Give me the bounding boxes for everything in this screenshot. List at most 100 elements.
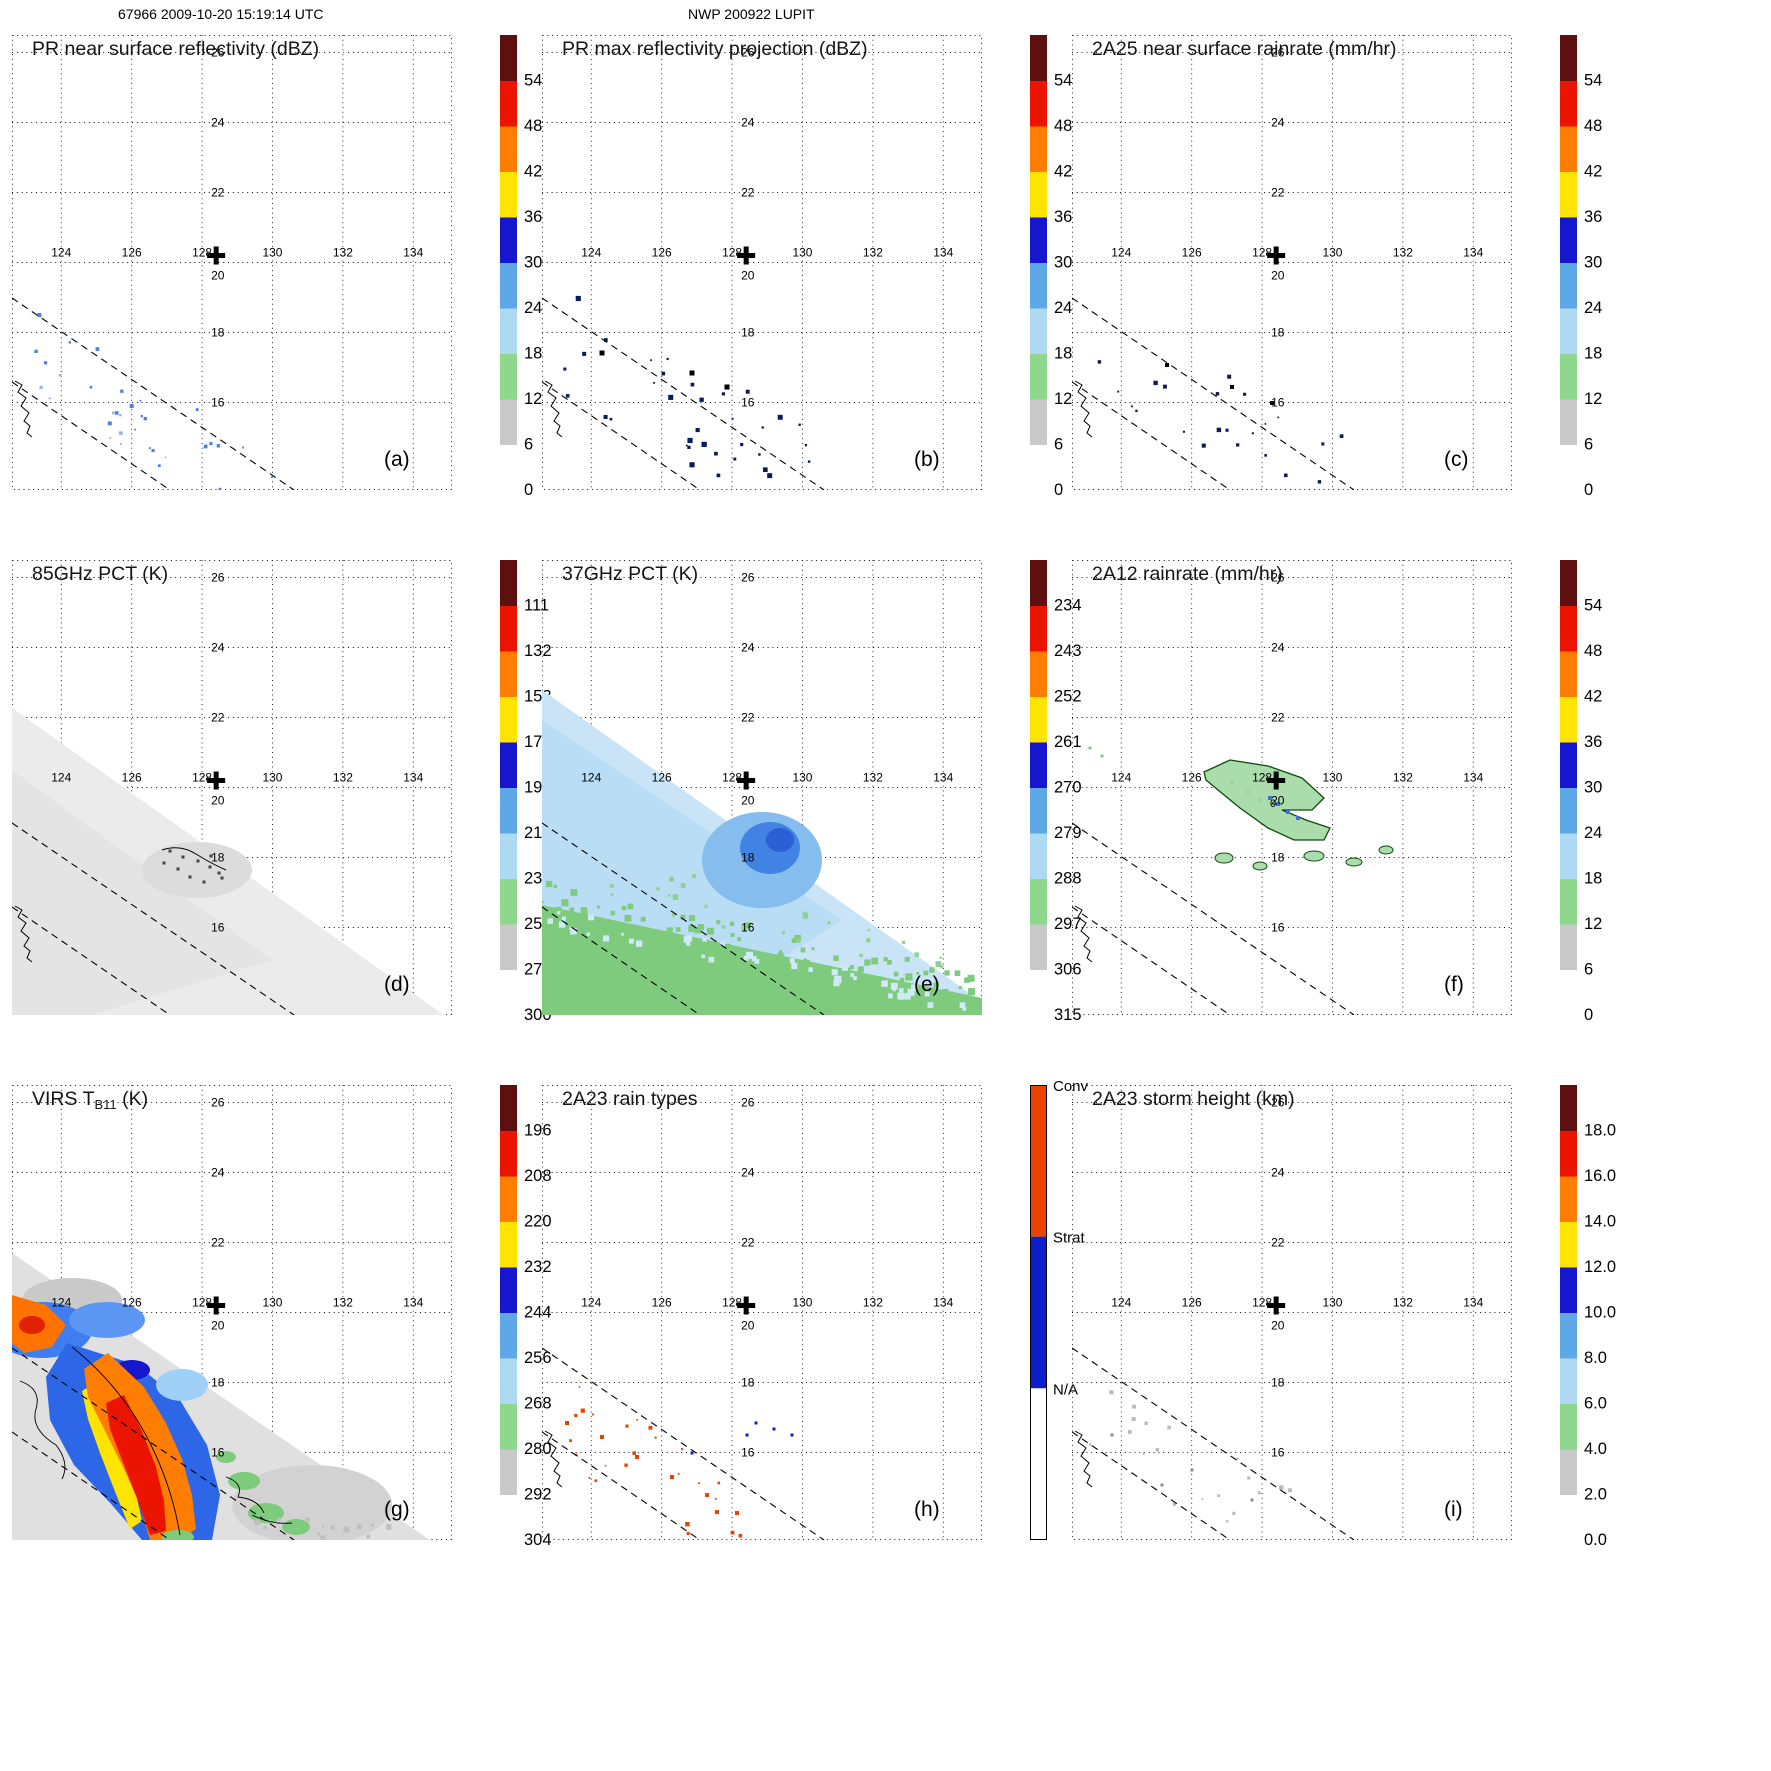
panel-letter-i: (i) (1444, 1498, 1463, 1521)
panel-a: 124 126 128 130 132 134 26 24 22 20 18 16 PR near su… (12, 35, 542, 510)
colorbar-label: 315 (1054, 1006, 1082, 1024)
colorbar-label: 252 (1054, 688, 1082, 706)
svg-text:16: 16 (741, 921, 755, 935)
colorbar-label: 196 (524, 1122, 552, 1140)
header-storm-name: NWP 200922 LUPIT (688, 6, 815, 22)
svg-text:20: 20 (1271, 269, 1285, 283)
panel-letter-h: (h) (914, 1498, 940, 1521)
svg-text:22: 22 (741, 186, 755, 200)
panel-title-h: 2A23 rain types (562, 1088, 698, 1110)
svg-text:22: 22 (211, 711, 225, 725)
colorbar-label: 30 (1584, 254, 1602, 272)
panel-letter-b: (b) (914, 448, 940, 471)
svg-text:126: 126 (652, 1296, 672, 1310)
svg-text:20: 20 (741, 269, 755, 283)
data-layer-f: 0 (1074, 746, 1394, 963)
svg-text:132: 132 (1393, 1296, 1413, 1310)
storm-center-cross (737, 1296, 756, 1315)
svg-text:130: 130 (1322, 1296, 1342, 1310)
panel-h: 124 126 128 130 132 134 26 24 22 20 18 16 2A23 rain … (542, 1078, 1089, 1560)
colorbar-label: 268 (524, 1395, 552, 1413)
colorbar-label: 304 (524, 1531, 552, 1549)
svg-text:126: 126 (122, 771, 142, 785)
colorbar-label: 0 (524, 481, 533, 499)
svg-text:126: 126 (652, 771, 672, 785)
svg-text:126: 126 (1182, 771, 1202, 785)
svg-text:16: 16 (211, 1446, 225, 1460)
svg-text:20: 20 (741, 794, 755, 808)
colorbar-label: 14.0 (1584, 1213, 1616, 1231)
svg-text:124: 124 (1111, 246, 1131, 260)
svg-text:18: 18 (1271, 851, 1285, 865)
svg-text:124: 124 (1111, 1296, 1131, 1310)
panel-title-b: PR max reflectivity projection (dBZ) (562, 38, 868, 60)
colorbar-label: 36 (1584, 208, 1602, 226)
svg-text:134: 134 (933, 771, 953, 785)
colorbar-label: 8.0 (1584, 1349, 1607, 1367)
panel-letter-c: (c) (1444, 448, 1469, 471)
svg-text:18: 18 (1271, 326, 1285, 340)
svg-text:22: 22 (211, 186, 225, 200)
colorbar-label: 111 (524, 597, 549, 615)
svg-text:20: 20 (211, 269, 225, 283)
data-layer-d (12, 708, 444, 1015)
svg-text:18: 18 (741, 326, 755, 340)
panel-c: 124 126 128 130 132 134 26 24 22 20 18 16 2A25 near … (1072, 35, 1602, 510)
svg-text:24: 24 (741, 1166, 755, 1180)
storm-center-cross (737, 771, 756, 790)
panel-g: 124 126 128 130 132 134 26 24 22 20 18 16 VIRS TB11 … (12, 1085, 552, 1560)
svg-text:24: 24 (741, 116, 755, 130)
data-layer-g (12, 1253, 430, 1540)
svg-text:134: 134 (403, 1296, 423, 1310)
colorbar-label: 54 (1584, 597, 1602, 615)
colorbar-label: 48 (1584, 117, 1602, 135)
colorbar-label: 12 (1054, 390, 1072, 408)
panel-title-g: VIRS TB11 (K) (32, 1088, 148, 1112)
colorbar-b: 0 6 12 18 24 30 36 42 48 54 (1030, 35, 1072, 499)
svg-text:18: 18 (211, 851, 225, 865)
colorbar-c: 0 6 12 18 24 30 36 42 48 54 (1560, 35, 1602, 499)
colorbar-label: 24 (1054, 299, 1072, 317)
colorbar-label: 0 (1054, 481, 1063, 499)
colorbar-g: 304 292 280 268 256 244 232 220 208 196 (500, 1085, 552, 1549)
panel-title-d: 85GHz PCT (K) (32, 563, 168, 585)
svg-text:130: 130 (792, 246, 812, 260)
svg-text:130: 130 (262, 1296, 282, 1310)
svg-text:134: 134 (1463, 1296, 1483, 1310)
swath-edge-lines (542, 1347, 825, 1540)
storm-center-cross (207, 1296, 226, 1315)
panel-title-f: 2A12 rainrate (mm/hr) (1092, 563, 1283, 585)
panel-f: 0 124 126 128 130 132 134 26 24 22 20 18 16 2A12 rain… (1072, 560, 1602, 1035)
svg-text:126: 126 (652, 246, 672, 260)
svg-text:16: 16 (741, 1446, 755, 1460)
colorbar-label: 12 (1584, 915, 1602, 933)
storm-center-cross (737, 246, 756, 265)
colorbar-a: 0 6 12 18 24 30 36 42 48 54 (500, 35, 542, 499)
svg-text:16: 16 (1271, 396, 1285, 410)
svg-text:132: 132 (863, 771, 883, 785)
svg-text:130: 130 (262, 771, 282, 785)
svg-text:132: 132 (1393, 246, 1413, 260)
colorbar-label: 261 (1054, 733, 1082, 751)
storm-center-cross (1267, 246, 1286, 265)
svg-text:20: 20 (741, 1319, 755, 1333)
panel-title-e: 37GHz PCT (K) (562, 563, 698, 585)
svg-text:22: 22 (1271, 186, 1285, 200)
svg-text:24: 24 (211, 1166, 225, 1180)
colorbar-label: 16.0 (1584, 1167, 1616, 1185)
panel-letter-d: (d) (384, 973, 410, 996)
svg-text:22: 22 (1271, 711, 1285, 725)
colorbar-label: 0.0 (1584, 1531, 1607, 1549)
storm-center-cross (1267, 771, 1286, 790)
colorbar-label: 54 (1054, 72, 1072, 90)
svg-text:130: 130 (792, 771, 812, 785)
colorbar-label: 208 (524, 1167, 552, 1185)
svg-text:134: 134 (403, 246, 423, 260)
svg-text:20: 20 (1271, 1319, 1285, 1333)
